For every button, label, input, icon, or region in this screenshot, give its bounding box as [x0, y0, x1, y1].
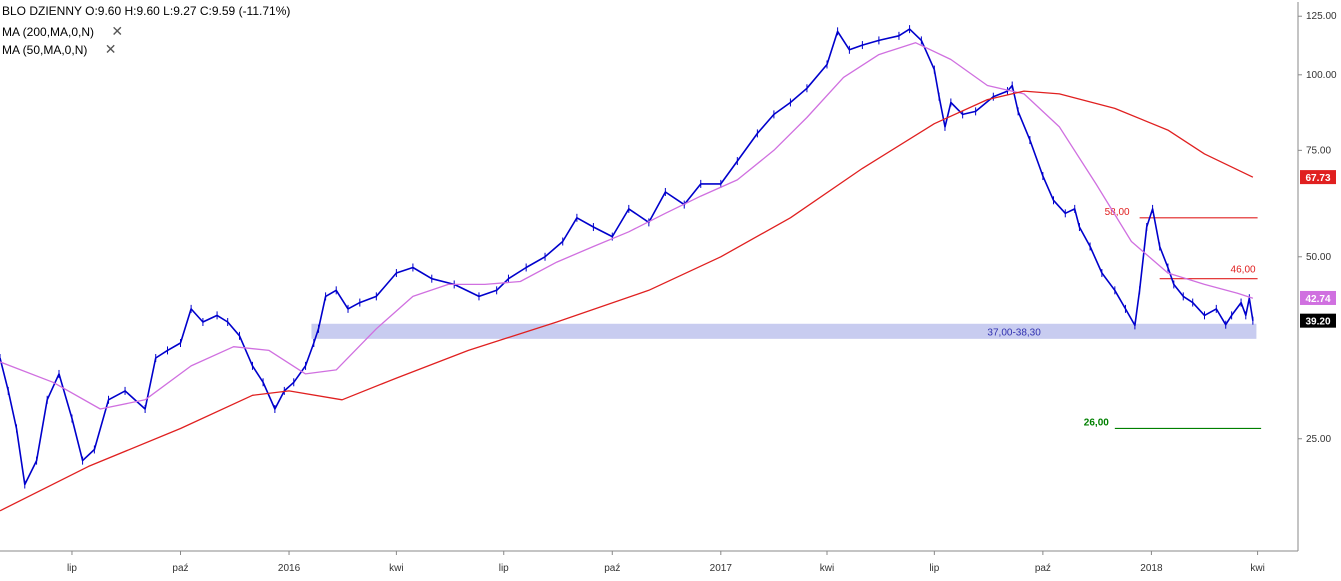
level-lines-layer: 58,00 46,00 26,00 — [1084, 207, 1262, 430]
y-tick-label: 100.00 — [1306, 70, 1337, 81]
support-zone-layer: 37,00-38,30 — [311, 323, 1257, 339]
remove-ma200-icon[interactable]: ✕ — [111, 23, 124, 39]
chart-title: BLO DZIENNY O:9.60 H:9.60 L:9.27 C:9.59 … — [2, 4, 291, 18]
series-line-ma50 — [0, 42, 1254, 410]
level-label: 26,00 — [1084, 417, 1109, 428]
level-label: 46,00 — [1231, 265, 1256, 276]
price-badge — [1300, 313, 1336, 328]
level-label: 58,00 — [1105, 207, 1130, 218]
x-tick-label: kwi — [389, 563, 403, 574]
chart-header: BLO DZIENNY O:9.60 H:9.60 L:9.27 C:9.59 … — [2, 4, 290, 18]
price-badge-label: 67.73 — [1305, 173, 1330, 184]
y-tick-label: 50.00 — [1306, 252, 1331, 263]
x-tick-label: lip — [499, 563, 509, 574]
x-tick-label: kwi — [820, 563, 834, 574]
x-tick-label: lip — [929, 563, 939, 574]
x-tick-label: 2018 — [1140, 563, 1163, 574]
y-tick-label: 125.00 — [1306, 11, 1337, 22]
price-badge-label: 39.20 — [1305, 317, 1330, 328]
ma200-label: MA (200,MA,0,N) — [2, 25, 95, 39]
price-badge — [1300, 170, 1336, 185]
series-line-price — [0, 28, 1254, 486]
support-zone — [311, 323, 1257, 339]
x-tick-label: lip — [67, 563, 77, 574]
remove-ma50-icon[interactable]: ✕ — [104, 41, 117, 57]
x-tick-label: 2017 — [710, 563, 733, 574]
ma50-legend: MA (50,MA,0,N) ✕ — [2, 41, 116, 58]
y-tick-label: 75.00 — [1306, 145, 1331, 156]
x-tick-label: 2016 — [278, 563, 301, 574]
x-tick-label: kwi — [1250, 563, 1264, 574]
x-tick-label: paź — [172, 563, 188, 574]
x-tick-label: paź — [604, 563, 620, 574]
ma200-legend: MA (200,MA,0,N) ✕ — [2, 23, 123, 40]
x-tick-label: paź — [1035, 563, 1051, 574]
series-line-ma200 — [0, 90, 1254, 512]
price-badge-label: 42.74 — [1305, 294, 1330, 305]
ma50-label: MA (50,MA,0,N) — [2, 43, 88, 57]
series-layer — [0, 25, 1254, 512]
support-zone-label: 37,00-38,30 — [987, 327, 1041, 338]
y-tick-label: 25.00 — [1306, 434, 1331, 445]
price-badge — [1300, 290, 1336, 305]
price-badges-layer: 67.73 42.74 39.20 — [1300, 170, 1336, 328]
